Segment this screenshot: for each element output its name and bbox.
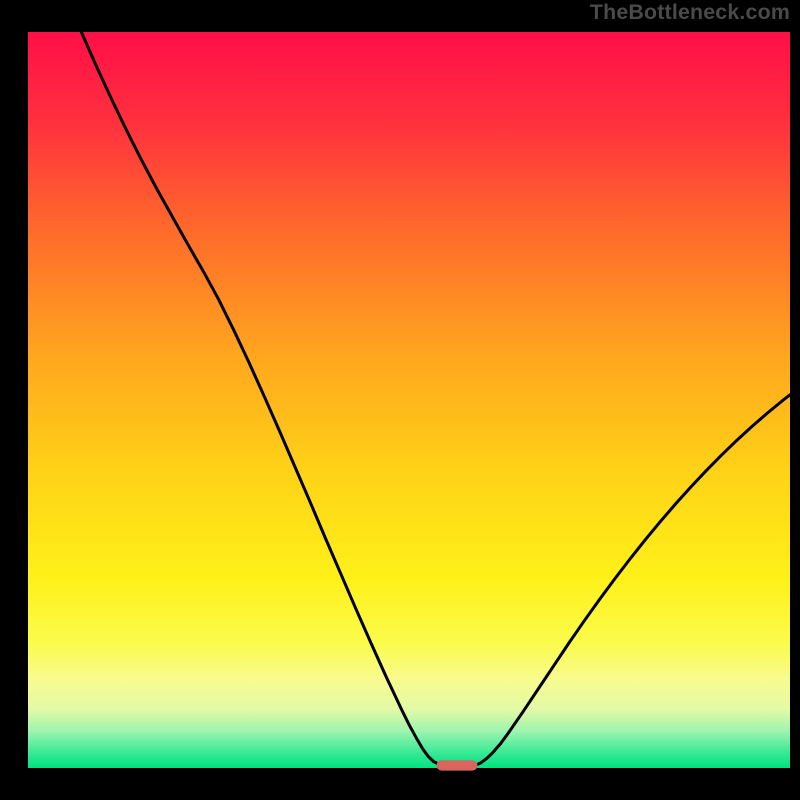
chart-root: TheBottleneck.com [0, 0, 800, 800]
bottleneck-chart-svg [0, 0, 800, 800]
plot-background-gradient [28, 32, 790, 768]
optimal-point-marker [436, 760, 477, 770]
